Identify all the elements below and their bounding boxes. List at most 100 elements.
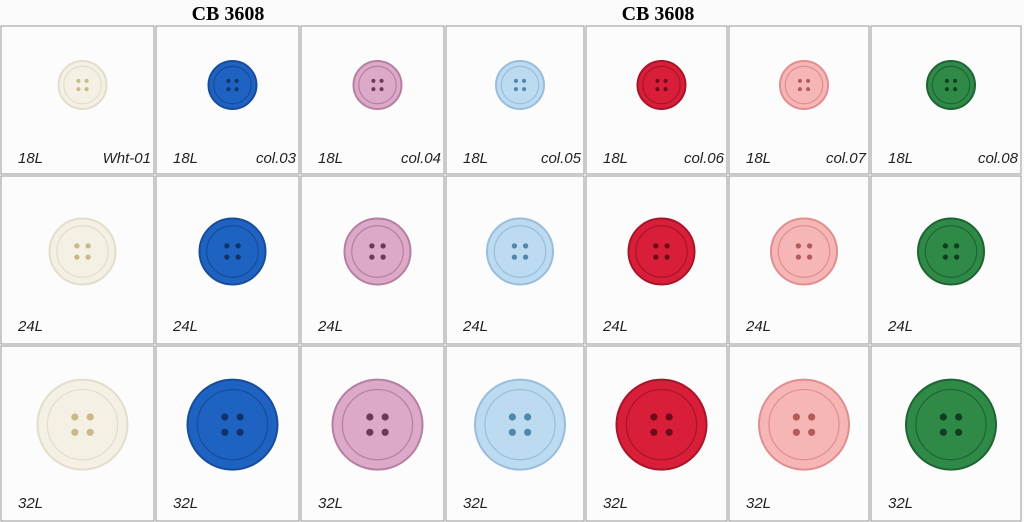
button — [343, 217, 412, 286]
button-ring — [784, 65, 824, 105]
button — [905, 378, 997, 471]
button — [770, 217, 838, 286]
size-label: 32L — [888, 495, 913, 512]
button — [352, 60, 403, 110]
size-label: 24L — [17, 318, 43, 335]
button-hole — [71, 428, 79, 436]
size-label: 18L — [463, 150, 488, 167]
button-hole — [653, 254, 659, 260]
button-hole — [85, 243, 91, 249]
button-hole — [655, 78, 660, 83]
button-hole — [369, 254, 375, 260]
button-hole — [806, 254, 813, 260]
button-hole — [236, 413, 244, 421]
button — [486, 217, 554, 286]
button — [474, 378, 566, 471]
button-ring — [206, 225, 259, 278]
button-hole — [664, 243, 670, 249]
size-label: 32L — [318, 495, 343, 512]
button-ring — [213, 65, 252, 105]
button-hole — [366, 428, 374, 436]
button-hole — [653, 243, 659, 249]
header: CB 3608 — [192, 3, 265, 25]
button-hole — [234, 78, 239, 83]
button-ring — [341, 388, 414, 461]
button — [48, 217, 117, 286]
button-hole — [381, 428, 389, 436]
button-hole — [381, 413, 389, 421]
button-hole — [522, 254, 529, 260]
button-ring — [635, 225, 688, 278]
button-hole — [224, 254, 230, 260]
button — [758, 378, 850, 471]
button-hole — [650, 428, 658, 436]
button-hole — [508, 413, 516, 421]
button-hole — [792, 428, 800, 436]
button-hole — [380, 254, 386, 260]
size-label: 32L — [18, 495, 43, 512]
button-hole — [369, 243, 375, 249]
button-hole — [524, 413, 532, 421]
button-hole — [371, 78, 376, 83]
button-hole — [795, 254, 802, 260]
button-hole — [664, 254, 670, 260]
button — [926, 60, 976, 110]
size-label: 24L — [172, 318, 198, 335]
button-hole — [665, 413, 673, 421]
button-ring — [493, 225, 547, 278]
button-hole — [953, 243, 960, 249]
size-label: 24L — [602, 318, 628, 335]
button-ring — [484, 388, 556, 461]
button-hole — [371, 87, 376, 92]
button-hole — [955, 428, 963, 436]
button-hole — [84, 78, 89, 83]
button-ring — [196, 388, 269, 461]
color-code: col.04 — [401, 150, 441, 167]
button — [636, 60, 687, 110]
button-ring — [351, 225, 404, 278]
button-ring — [768, 388, 840, 461]
size-label: 18L — [18, 150, 43, 167]
button-hole — [224, 243, 230, 249]
color-code: Wht-01 — [103, 150, 151, 167]
button-ring — [56, 225, 109, 278]
button-hole — [86, 413, 94, 421]
button-hole — [944, 87, 949, 92]
button-ring — [46, 388, 119, 461]
button-hole — [226, 78, 231, 83]
button-hole — [85, 254, 91, 260]
button — [495, 60, 545, 110]
button-hole — [74, 243, 80, 249]
button-ring — [931, 65, 971, 105]
button-hole — [71, 413, 79, 421]
button-hole — [522, 87, 527, 92]
button-hole — [226, 87, 231, 92]
button-hole — [663, 78, 668, 83]
size-label: 24L — [887, 318, 913, 335]
button-hole — [522, 243, 529, 249]
button-hole — [84, 87, 89, 92]
color-code: col.05 — [541, 150, 582, 167]
button — [57, 60, 108, 110]
button-hole — [806, 78, 811, 83]
button — [186, 378, 279, 471]
button-hole — [806, 243, 813, 249]
size-label: 18L — [888, 150, 913, 167]
header: CB 3608 — [622, 3, 695, 25]
button-hole — [221, 413, 229, 421]
button-ring — [500, 65, 540, 105]
button-hole — [221, 428, 229, 436]
button-hole — [379, 78, 384, 83]
button-hole — [953, 87, 958, 92]
button-ring — [63, 65, 102, 105]
button-hole — [234, 87, 239, 92]
button-hole — [235, 243, 241, 249]
size-label: 24L — [462, 318, 488, 335]
button-hole — [522, 78, 527, 83]
button — [917, 217, 985, 286]
color-code: col.03 — [256, 150, 297, 167]
button-hole — [953, 78, 958, 83]
button-hole — [797, 87, 802, 92]
button-hole — [511, 254, 518, 260]
